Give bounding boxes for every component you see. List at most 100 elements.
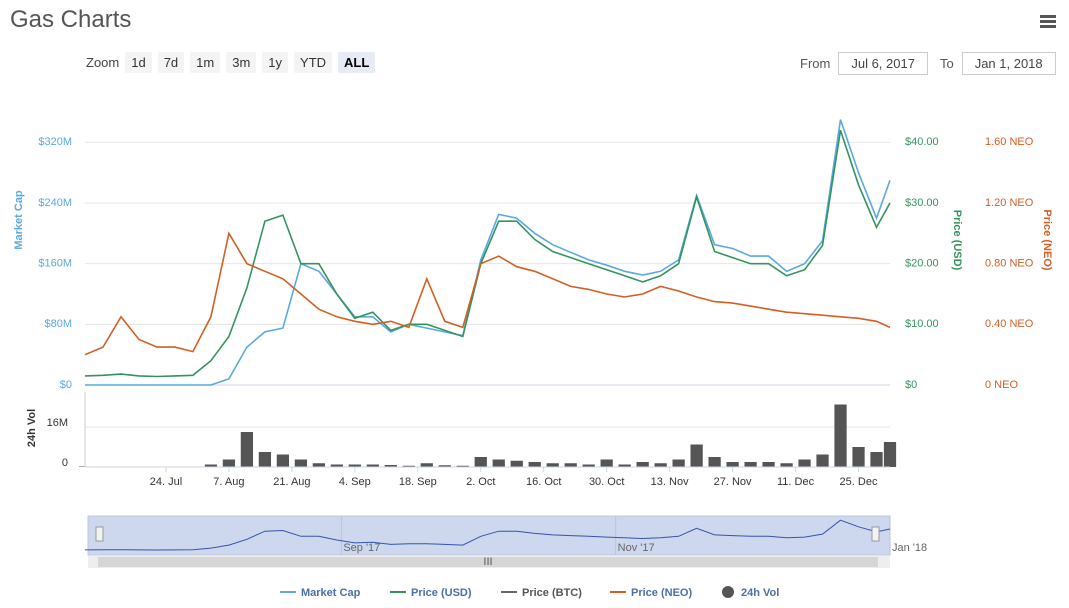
vol-bar (312, 463, 325, 467)
y-tick-label: 0.80 NEO (985, 258, 1034, 270)
page-title: Gas Charts (10, 6, 132, 33)
vol-bar (816, 454, 829, 467)
legend-item[interactable]: Price (BTC) (501, 587, 582, 599)
y-tick-label: $320M (38, 136, 72, 148)
y-tick-label: $40.00 (905, 136, 939, 148)
series-line (85, 119, 891, 386)
vol-bar (744, 462, 757, 467)
vol-bar (636, 462, 649, 467)
series-line (84, 231, 891, 356)
y-tick-label: $80M (44, 318, 72, 330)
date-range: From Jul 6, 2017 To Jan 1, 2018 (800, 52, 1056, 75)
x-tick-label: 7. Aug (213, 476, 244, 488)
vol-bar (618, 464, 631, 467)
vol-bar (366, 464, 379, 467)
x-tick-label: 30. Oct (589, 476, 624, 488)
zoom-button[interactable]: 1d (125, 52, 152, 73)
vol-bar (780, 463, 793, 467)
vol-bar (438, 465, 451, 467)
y-tick-label: 0 NEO (985, 379, 1018, 391)
legend-label: 24h Vol (741, 587, 779, 599)
scrollbar-thumb[interactable] (98, 557, 878, 567)
navigator-label: Nov '17 (618, 542, 655, 554)
vol-bar (384, 465, 397, 467)
vol-bar (348, 464, 361, 467)
x-tick-label: 13. Nov (651, 476, 689, 488)
scrollbar-grip: III (483, 556, 492, 568)
navigator-bg (87, 515, 891, 556)
vol-bar (564, 463, 577, 467)
x-tick-label: 21. Aug (273, 476, 310, 488)
vol-bar (474, 457, 487, 467)
legend-item[interactable]: 24h Vol (722, 586, 779, 599)
vol-bar (690, 444, 703, 467)
zoom-button[interactable]: 3m (226, 52, 257, 73)
y-tick-label: 0.40 NEO (985, 318, 1034, 330)
y2-axis-title: Price (USD) (951, 210, 963, 271)
vol-bar (883, 442, 897, 467)
legend-item[interactable]: Price (NEO) (610, 587, 692, 599)
vol-bar (528, 462, 541, 467)
y-tick-label: $10.00 (905, 318, 939, 330)
y-tick-label: $30.00 (905, 197, 939, 209)
navigator-handle[interactable] (95, 526, 104, 542)
x-tick-label: 18. Sep (399, 476, 437, 488)
x-tick-label: 11. Dec (777, 476, 815, 488)
vol-bar (798, 459, 811, 467)
navigator-handle[interactable] (871, 526, 880, 542)
vol-bar (240, 432, 254, 467)
legend-label: Market Cap (301, 587, 361, 599)
vol-bar (726, 462, 739, 467)
y-tick-label: 1.60 NEO (985, 136, 1034, 148)
x-tick-label: 25. Dec (840, 476, 878, 488)
navigator-label: Sep '17 (343, 542, 380, 554)
x-tick-label: 2. Oct (466, 476, 495, 488)
zoom-button[interactable]: 7d (157, 52, 185, 73)
zoom-button[interactable]: ALL (338, 52, 376, 73)
vol-bar (546, 463, 559, 467)
vol-bar (510, 460, 523, 467)
vol-bar (330, 464, 343, 467)
x-tick-label: 27. Nov (714, 476, 752, 488)
vol-bar (762, 462, 775, 467)
y-axis-title: Market Cap (13, 190, 25, 250)
zoom-label: Zoom (86, 55, 120, 70)
vol-bar (870, 452, 883, 467)
vol-bar (654, 463, 667, 467)
vol-bar (834, 404, 847, 467)
x-tick-label: 4. Sep (339, 476, 371, 488)
vol-bar (420, 463, 433, 467)
vol-bar (456, 465, 469, 467)
series-line (84, 129, 891, 378)
y3-axis-title: Price (NEO) (1041, 209, 1053, 270)
to-input[interactable]: Jan 1, 2018 (961, 52, 1056, 75)
zoom-button[interactable]: YTD (294, 52, 333, 73)
vol-bar (852, 447, 865, 467)
zoom-button[interactable]: 1m (190, 52, 221, 73)
vol-axis-title: 24h Vol (26, 409, 38, 447)
legend-item[interactable]: Market Cap (280, 587, 361, 599)
y-tick-label: 1.20 NEO (985, 197, 1034, 209)
legend-label: Price (BTC) (522, 587, 582, 599)
vol-bar (204, 464, 218, 467)
vol-bar (294, 459, 307, 467)
y-tick-label: $20.00 (905, 258, 939, 270)
to-label: To (939, 56, 954, 71)
vol-bar (222, 459, 236, 467)
menu-button[interactable] (1040, 15, 1056, 30)
vol-bar (600, 459, 613, 467)
y-tick-label: $240M (38, 197, 72, 209)
legend-item[interactable]: Price (USD) (390, 587, 472, 599)
vol-tick-label: 16M (47, 417, 68, 429)
vol-bar (672, 459, 685, 467)
y-tick-label: $160M (38, 258, 72, 270)
vol-bar (582, 464, 595, 467)
x-tick-label: 24. Jul (150, 476, 182, 488)
from-input[interactable]: Jul 6, 2017 (838, 52, 928, 75)
legend-symbol (722, 586, 734, 598)
x-tick-label: 16. Oct (526, 476, 561, 488)
zoom-button[interactable]: 1y (262, 52, 289, 73)
vol-bar (276, 454, 290, 467)
